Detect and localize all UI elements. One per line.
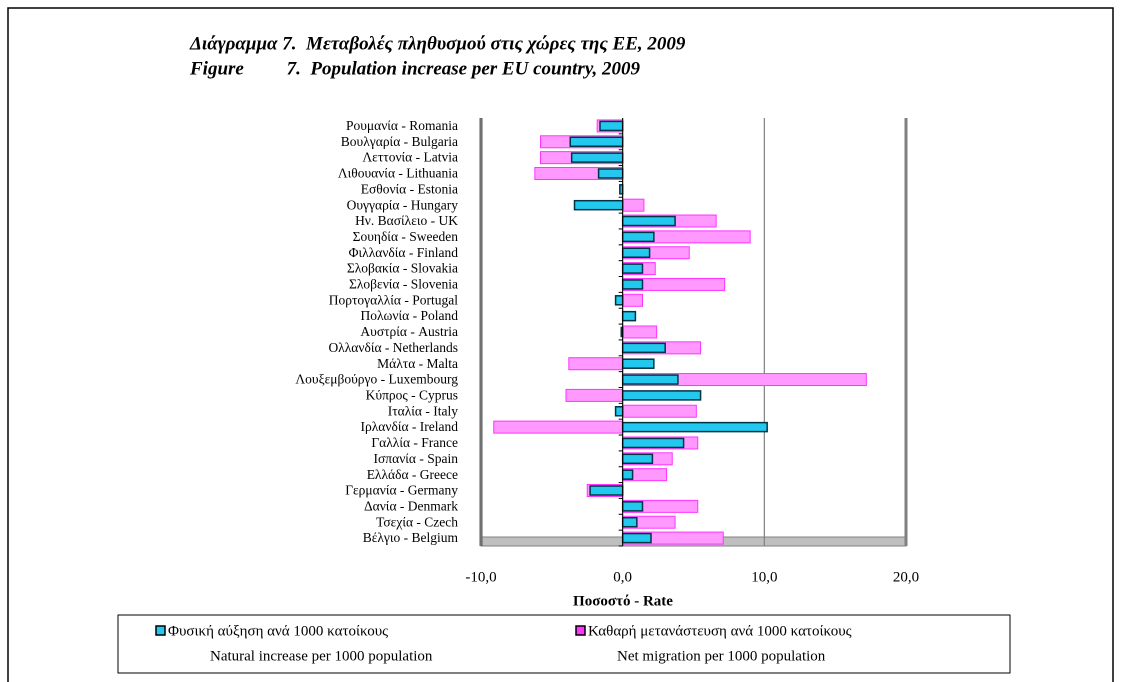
bar (621, 501, 644, 512)
y-tick-label: Σλοβενία - Slovenia (349, 277, 458, 292)
bar (621, 421, 768, 433)
bar (621, 231, 655, 243)
bar (621, 390, 702, 401)
y-tick-label: Ολλανδία - Netherlands (328, 340, 458, 355)
y-tick-label: Τσεχία - Czech (376, 514, 458, 529)
bar (622, 293, 644, 307)
legend-swatch (575, 625, 586, 636)
bar (621, 215, 676, 227)
y-tick-label: Λεττονία - Latvia (362, 150, 458, 165)
bar (622, 198, 645, 212)
x-tick-label: -10,0 (465, 569, 496, 585)
bar (622, 404, 697, 418)
legend-label: Καθαρή μετανάστευση ανά 1000 κατοίκους (588, 623, 852, 639)
y-tick-label: Σουηδία - Sweeden (353, 229, 459, 244)
bar (621, 516, 638, 528)
y-tick-label: Σλοβακία - Slovakia (347, 261, 458, 276)
x-axis-label: Ποσοστό - Rate (573, 593, 673, 609)
bar (621, 342, 666, 354)
legend-label: Φυσική αύξηση ανά 1000 κατοίκους (168, 623, 388, 639)
legend (117, 614, 1011, 674)
y-tick-label: Ιταλία - Italy (388, 403, 458, 418)
bar (569, 136, 624, 148)
y-tick-label: Εσθονία - Estonia (361, 181, 458, 196)
bar (621, 358, 655, 369)
y-tick-label: Πολωνία - Poland (361, 308, 459, 323)
y-tick-label: Κύπρος - Cyprus (366, 388, 458, 403)
bar (621, 279, 644, 290)
bar (568, 357, 624, 371)
y-tick-label: Λουξεμβούργο - Luxembourg (295, 372, 458, 387)
y-tick-label: Λιθουανία - Lithuania (338, 166, 458, 181)
y-tick-label: Μάλτα - Malta (377, 356, 458, 371)
bar (621, 374, 679, 385)
bar (621, 310, 637, 322)
bar (589, 485, 624, 496)
x-tick-label: 0,0 (613, 569, 632, 585)
y-tick-label: Βουλγαρία - Bulgaria (341, 134, 458, 149)
bar (597, 168, 624, 179)
y-tick-label: Ουγγαρία - Hungary (347, 197, 459, 212)
chart-title: Διάγραμμα 7. Μεταβολές πληθυσμού στις χώ… (189, 33, 686, 54)
y-tick-label: Γαλλία - France (371, 435, 458, 450)
y-tick-label: Δανία - Denmark (364, 498, 458, 513)
bar (622, 325, 658, 339)
x-tick-label: 20,0 (893, 569, 919, 585)
legend-label: Natural increase per 1000 population (210, 648, 433, 664)
bar (621, 532, 652, 544)
bar (621, 453, 654, 465)
bar (621, 247, 651, 258)
chart-subtitle: Figure 7. Population increase per EU cou… (189, 58, 641, 79)
legend-swatch (155, 625, 166, 636)
frame (7, 7, 1114, 682)
y-tick-label: Βέλγιο - Belgium (363, 530, 459, 545)
x-tick-label: 10,0 (751, 569, 777, 585)
y-tick-label: Ιρλανδία - Ireland (361, 419, 459, 434)
bar (599, 120, 624, 132)
y-tick-label: Ρουμανία - Romania (346, 118, 458, 133)
bar (614, 295, 624, 306)
legend-label: Net migration per 1000 population (617, 648, 826, 664)
y-tick-label: Γερμανία - Germany (345, 483, 458, 498)
y-tick-label: Αυστρία - Austria (360, 324, 458, 339)
y-tick-label: Πορτογαλλία - Portugal (329, 292, 458, 307)
bar (565, 388, 624, 402)
bar (621, 263, 644, 274)
y-tick-label: Ισπανία - Spain (374, 451, 459, 466)
y-tick-label: Ελλάδα - Greece (367, 467, 458, 482)
bar (570, 152, 624, 163)
bar (614, 406, 624, 417)
y-tick-label: Φιλλανδία - Finland (349, 245, 459, 260)
bar (621, 437, 685, 449)
y-tick-label: Ην. Βασίλειο - UK (355, 213, 458, 228)
bar (573, 199, 624, 211)
bar (621, 469, 634, 480)
bar (493, 420, 624, 434)
